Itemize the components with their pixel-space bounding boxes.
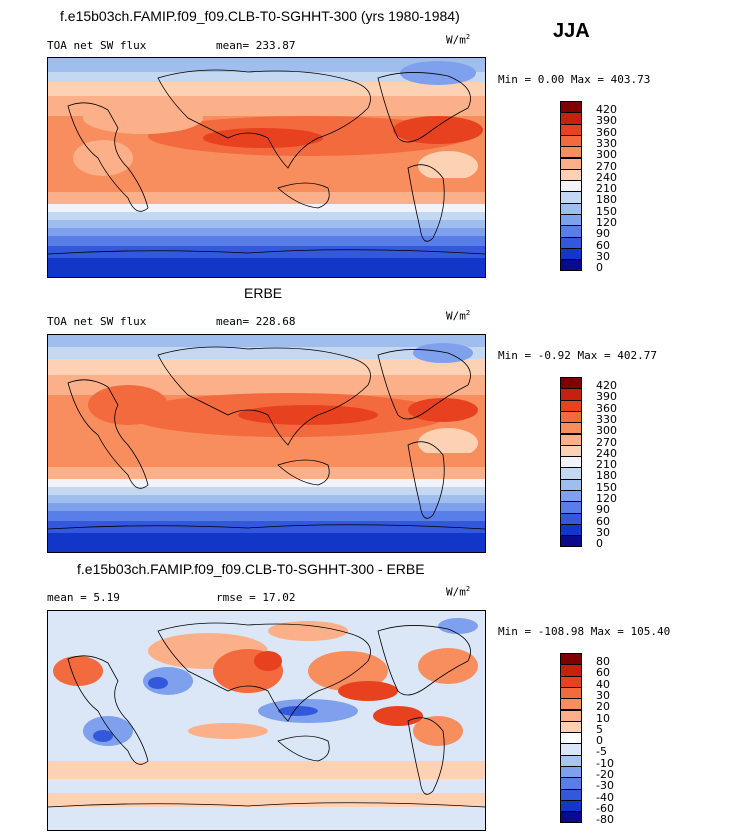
colorbar-level-label: -80 [596, 813, 614, 827]
panel2-minmax: Min = -0.92 Max = 402.77 [498, 349, 657, 362]
panel1-variable-label: TOA net SW flux [47, 39, 147, 52]
colorbar-level-label: 150 [596, 204, 617, 218]
panel1-colorbar [560, 101, 582, 272]
colorbar-level-label: 210 [596, 182, 617, 196]
panel2-map [47, 334, 486, 553]
colorbar-level-label: -30 [596, 779, 614, 793]
colorbar-level-label: 80 [596, 655, 610, 668]
colorbar-level-label: 5 [596, 722, 603, 736]
colorbar-swatch [560, 535, 582, 548]
colorbar-level-label: 210 [596, 458, 617, 472]
panel1-map-field [48, 58, 485, 277]
panel2-map-field [48, 335, 485, 552]
colorbar-level-label: 390 [596, 390, 617, 404]
colorbar-level-label: -40 [596, 790, 614, 804]
colorbar-swatch [560, 811, 582, 824]
colorbar-level-label: -60 [596, 801, 614, 815]
colorbar-level-label: 420 [596, 379, 617, 392]
colorbar-level-label: 60 [596, 238, 610, 252]
panel3-mean-label: mean = 5.19 [47, 591, 120, 604]
colorbar-level-label: 30 [596, 688, 610, 702]
panel1-map [47, 57, 486, 278]
colorbar-level-label: 300 [596, 148, 617, 162]
panel2-colorbar [560, 377, 582, 548]
season-label: JJA [553, 20, 590, 42]
colorbar-level-label: 180 [596, 469, 617, 483]
colorbar-level-label: 90 [596, 503, 610, 517]
panel3-title: f.e15b03ch.FAMIP.f09_f09.CLB-T0-SGHHT-30… [77, 561, 425, 577]
panel2-mean-label: mean= 228.68 [216, 315, 296, 328]
colorbar-level-label: 420 [596, 103, 617, 116]
colorbar-level-label: 120 [596, 216, 617, 229]
colorbar-level-label: 20 [596, 700, 610, 714]
colorbar-level-label: -10 [596, 756, 614, 770]
panel2-units: W/m2 [446, 309, 471, 323]
panel1-mean-label: mean= 233.87 [216, 39, 296, 52]
colorbar-level-label: 60 [596, 666, 610, 680]
colorbar-swatch [560, 259, 582, 272]
panel3-units: W/m2 [446, 585, 471, 599]
panel3-map [47, 610, 486, 831]
colorbar-level-label: 240 [596, 170, 617, 184]
colorbar-level-label: 90 [596, 227, 610, 241]
colorbar-level-label: 270 [596, 159, 617, 173]
colorbar-level-label: 240 [596, 446, 617, 460]
panel2-variable-label: TOA net SW flux [47, 315, 147, 328]
colorbar-level-label: 360 [596, 125, 617, 139]
colorbar-level-label: 0 [596, 537, 603, 551]
colorbar-level-label: 330 [596, 412, 617, 426]
colorbar-level-label: 180 [596, 193, 617, 207]
colorbar-level-label: 120 [596, 492, 617, 505]
colorbar-level-label: 150 [596, 480, 617, 494]
panel3-map-field [48, 611, 485, 830]
colorbar-level-label: 60 [596, 514, 610, 528]
colorbar-level-label: -20 [596, 768, 614, 781]
colorbar-level-label: 0 [596, 734, 603, 748]
panel3-colorbar [560, 653, 582, 824]
colorbar-level-label: 30 [596, 525, 610, 539]
panel3-minmax: Min = -108.98 Max = 105.40 [498, 625, 671, 638]
colorbar-level-label: 390 [596, 114, 617, 128]
colorbar-level-label: 360 [596, 401, 617, 415]
colorbar-level-label: 40 [596, 677, 610, 691]
panel1-units: W/m2 [446, 33, 471, 47]
colorbar-level-label: 330 [596, 136, 617, 150]
panel1-title: f.e15b03ch.FAMIP.f09_f09.CLB-T0-SGHHT-30… [60, 8, 460, 24]
colorbar-level-label: 10 [596, 711, 610, 725]
colorbar-level-label: 300 [596, 424, 617, 438]
colorbar-level-label: -5 [596, 745, 607, 759]
colorbar-level-label: 0 [596, 261, 603, 275]
panel1-minmax: Min = 0.00 Max = 403.73 [498, 73, 651, 86]
colorbar-level-label: 270 [596, 435, 617, 449]
panel3-rmse-label: rmse = 17.02 [216, 591, 296, 604]
panel2-title: ERBE [244, 285, 283, 301]
colorbar-level-label: 30 [596, 249, 610, 263]
